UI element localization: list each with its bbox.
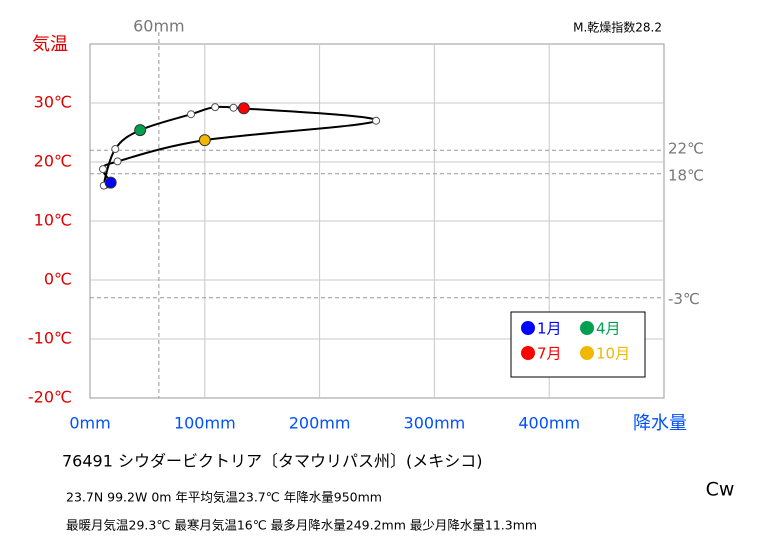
station-extremes: 最暖月気温29.3℃ 最寒月気温16℃ 最多月降水量249.2mm 最少月降水量… [66,518,537,533]
legend-label: 7月 [537,345,562,363]
legend-box [510,311,646,378]
y-tick-label: -20℃ [28,388,72,407]
month-point [111,145,120,154]
reference-label: 22℃ [668,140,704,158]
month-point [98,165,107,174]
station-info: 23.7N 99.2W 0m 年平均気温23.7℃ 年降水量950mm [66,490,382,505]
legend-marker [521,346,535,360]
x-tick-label: 100mm [174,414,236,433]
month-point [229,103,238,112]
x-axis-label: 降水量 [633,413,687,434]
month-point [211,103,220,112]
highlight-point [198,134,211,147]
month-point [372,116,381,125]
station-name: 76491 シウダービクトリア〔タマウリパス州〕(メキシコ) [62,452,482,471]
legend-marker [580,346,594,360]
climate-class: Cw [706,479,735,501]
climate-line [101,105,378,189]
legend-label: 10月 [596,345,630,363]
highlight-point [237,102,250,115]
x-tick-label: 0mm [69,414,110,433]
x-tick-label: 200mm [289,414,351,433]
x-tick-label: 400mm [518,414,580,433]
x-tick-label: 300mm [404,414,466,433]
y-tick-label: 30℃ [34,93,72,112]
y-tick-label: 10℃ [34,211,72,230]
y-tick-label: -10℃ [28,329,72,348]
legend-marker [521,321,535,335]
highlight-point [134,124,147,137]
month-point [113,157,122,166]
dryness-index: M.乾燥指数28.2 [573,20,662,35]
legend-label: 4月 [596,320,621,338]
legend-label: 1月 [537,320,562,338]
month-point [187,110,196,119]
y-tick-label: 0℃ [44,270,72,289]
y-axis-label: 気温 [32,34,68,55]
reference-label: 60mm [133,17,185,36]
reference-label: -3℃ [668,290,700,308]
legend-marker [580,321,594,335]
y-tick-label: 20℃ [34,152,72,171]
highlight-point [104,176,117,189]
reference-label: 18℃ [668,166,704,184]
